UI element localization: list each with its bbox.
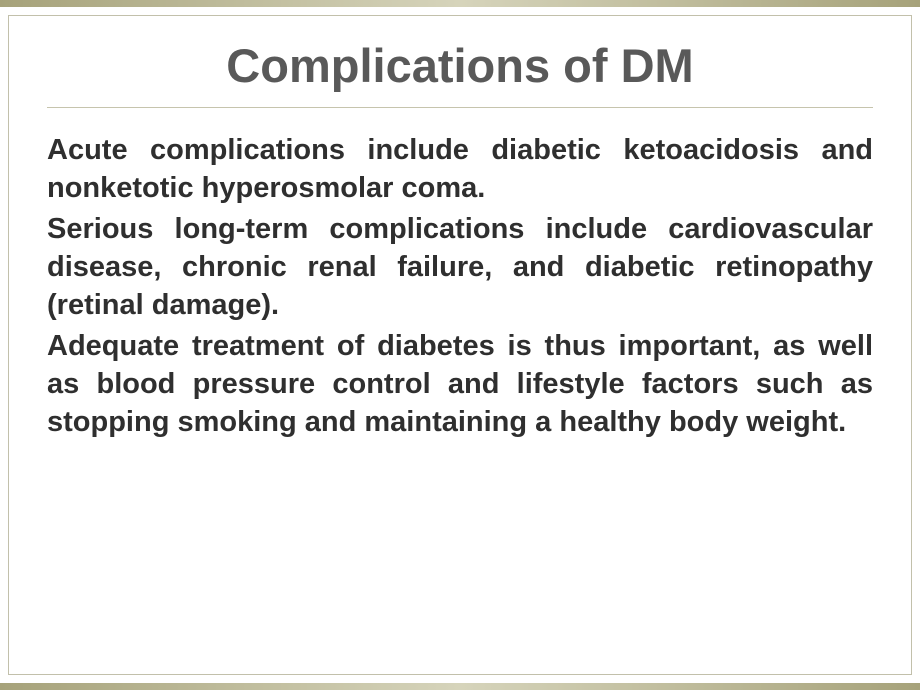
paragraph: Adequate treatment of diabetes is thus i…: [47, 328, 873, 441]
slide-title: Complications of DM: [47, 38, 873, 108]
paragraph: Serious long-term complications include …: [47, 211, 873, 324]
slide-body: Acute complications include diabetic ket…: [47, 132, 873, 442]
paragraph: Acute complications include diabetic ket…: [47, 132, 873, 207]
slide-inner: Complications of DM Acute complications …: [8, 15, 912, 675]
slide-frame: Complications of DM Acute complications …: [0, 0, 920, 690]
